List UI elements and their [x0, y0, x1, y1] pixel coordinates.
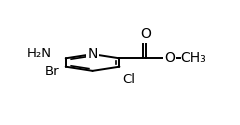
Text: O: O — [164, 51, 175, 65]
Text: N: N — [87, 46, 98, 60]
Text: Br: Br — [45, 65, 60, 78]
Text: CH₃: CH₃ — [180, 51, 206, 65]
Text: H₂N: H₂N — [26, 47, 51, 60]
Text: Cl: Cl — [122, 74, 135, 86]
Text: O: O — [140, 27, 151, 41]
